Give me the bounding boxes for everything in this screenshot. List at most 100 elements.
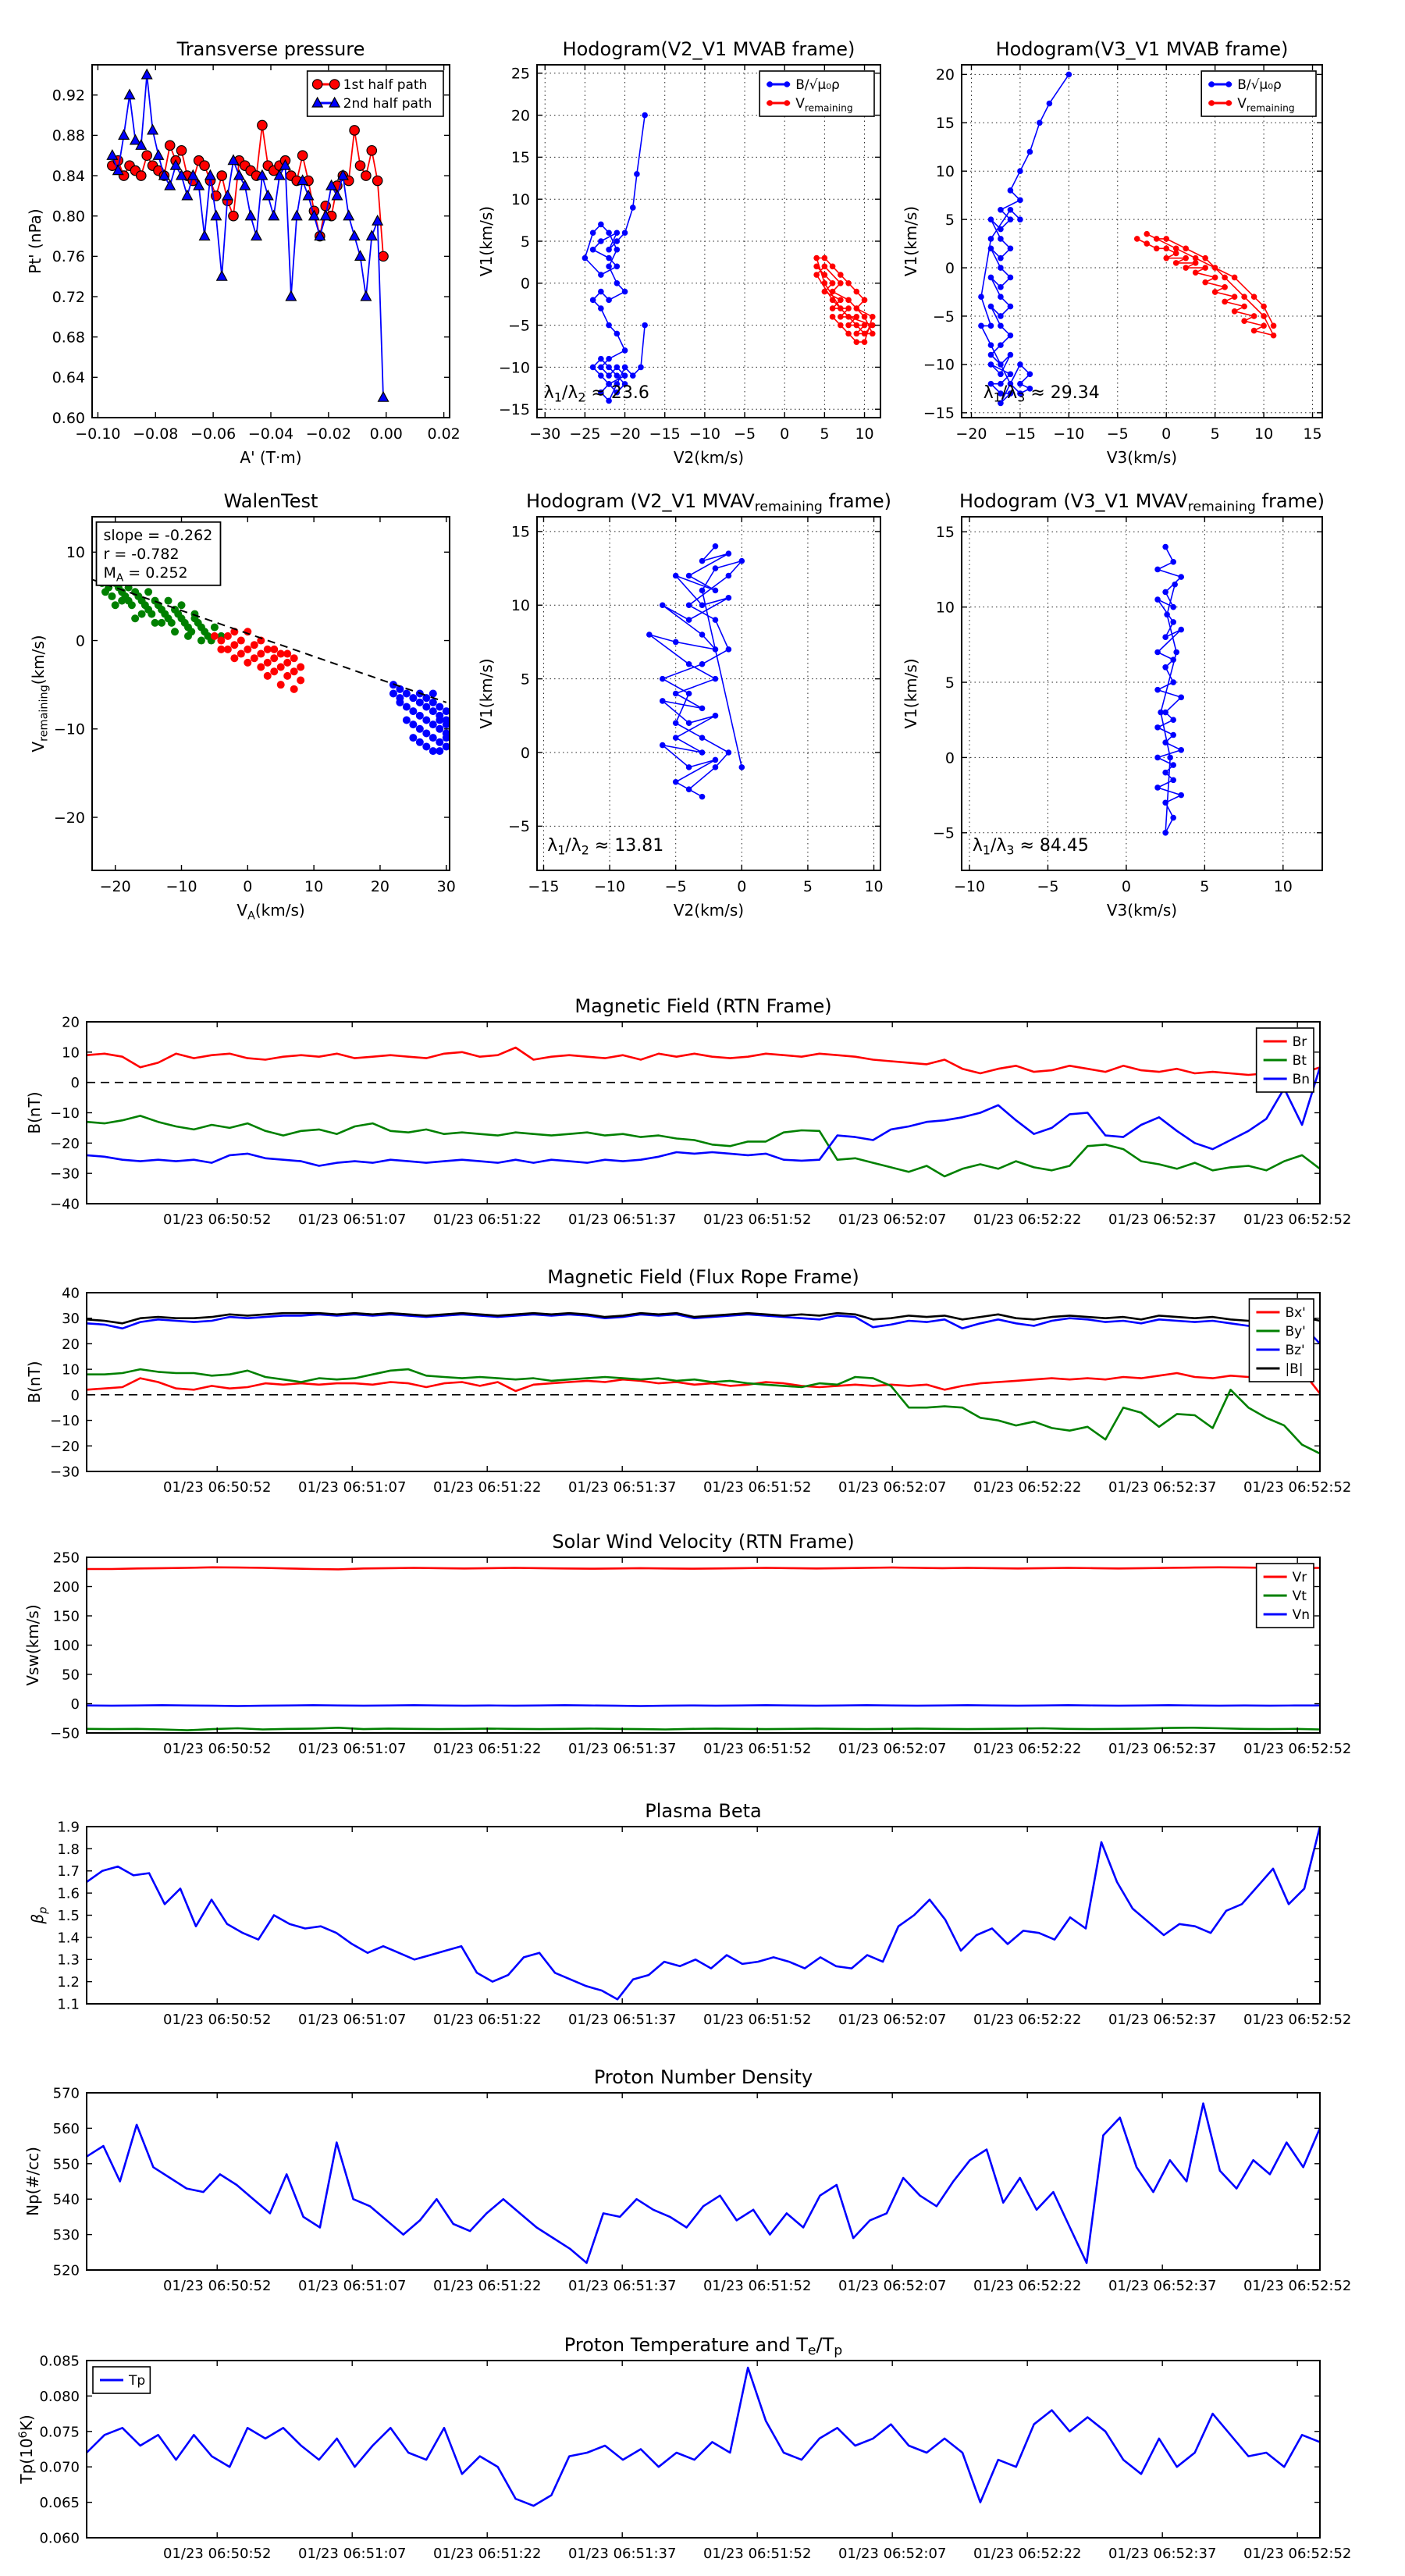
series-V-remaining [1133, 230, 1277, 339]
x-tick-label: 0.00 [370, 425, 403, 443]
data-point [270, 654, 279, 663]
x-tick-label: 30 [437, 878, 456, 895]
data-point [1250, 313, 1257, 319]
stats-line: MA = 0.252 [103, 564, 187, 585]
y-tick-label: 0.80 [52, 208, 85, 226]
data-point [614, 381, 621, 387]
x-tick-label: 01/23 06:51:22 [433, 1479, 541, 1496]
data-point [606, 381, 612, 387]
x-tick-label: 01/23 06:51:52 [703, 1741, 811, 1757]
data-point [283, 649, 292, 658]
plot-title: Magnetic Field (RTN Frame) [574, 995, 831, 1017]
data-point [270, 645, 279, 653]
x-tick-label: 01/23 06:50:52 [163, 2278, 271, 2294]
y-tick-label: 100 [53, 1638, 80, 1654]
data-point [354, 160, 366, 171]
data-point [215, 269, 228, 281]
y-tick-label: 10 [62, 1362, 80, 1379]
data-point [821, 254, 828, 262]
x-tick-label: 0.02 [427, 425, 460, 443]
data-point [164, 140, 176, 151]
data-point [1222, 284, 1228, 290]
data-point [228, 210, 239, 222]
data-point [365, 229, 378, 241]
data-point [1261, 322, 1267, 329]
ticks [87, 2092, 1320, 2271]
data-point [712, 764, 719, 770]
data-point [634, 171, 640, 177]
data-point [659, 698, 666, 704]
x-tick-label: −20 [610, 425, 641, 443]
data-point [111, 601, 119, 610]
data-point [1026, 148, 1033, 155]
y-tick-label: 10 [936, 599, 955, 616]
grid [537, 65, 880, 418]
series-line [87, 1566, 1321, 1571]
data-point [1231, 308, 1238, 315]
x-tick-label: −15 [649, 425, 681, 443]
data-point [821, 272, 828, 278]
y-tick-label: 10 [936, 163, 955, 180]
plot-plasma-beta: 01/23 06:50:52 01/23 06:51:07 01/23 06:51:… [28, 1800, 1351, 2028]
data-point [1178, 746, 1185, 753]
data-point [135, 170, 147, 181]
data-point [838, 280, 844, 286]
y-tick-label: 0.84 [52, 168, 85, 185]
data-point [725, 646, 732, 653]
data-point [1270, 332, 1277, 339]
data-point [331, 189, 343, 201]
data-point [1172, 260, 1179, 266]
x-tick-label: 10 [1254, 425, 1273, 443]
data-point [436, 716, 444, 724]
axes-frame [86, 1826, 1321, 2005]
y-tick-label: −5 [508, 317, 530, 334]
y-tick-label: 0.060 [39, 2530, 80, 2546]
data-point [1162, 543, 1168, 550]
data-point [336, 169, 349, 180]
series-Vr [87, 1566, 1321, 1571]
data-point [1017, 380, 1023, 387]
data-point [244, 209, 257, 221]
series-line [1136, 233, 1275, 336]
data-point [829, 288, 836, 295]
legend-label: |B| [1285, 1361, 1303, 1377]
axes-frame [536, 516, 881, 871]
data-point [642, 112, 648, 119]
y-axis-label: Np(#/cc) [23, 2147, 42, 2216]
data-point [998, 284, 1004, 290]
data-point [582, 254, 589, 262]
data-point [1208, 81, 1215, 87]
data-point [589, 364, 596, 371]
data-point [422, 742, 431, 751]
data-point [861, 314, 868, 320]
data-point [1211, 265, 1218, 271]
data-point [589, 246, 596, 253]
legend-label: Bn [1293, 1072, 1310, 1087]
x-axis-label: VA(km/s) [237, 901, 304, 923]
data-point [216, 170, 228, 181]
data-point [377, 390, 389, 402]
x-tick-label: 01/23 06:52:52 [1243, 2546, 1351, 2562]
plot-title: Proton Temperature and Te/Tp [564, 2334, 842, 2359]
y-tick-label: 20 [936, 66, 955, 84]
data-point [257, 663, 265, 671]
data-point [1163, 236, 1170, 242]
data-point [621, 229, 628, 237]
x-tick-label: −15 [528, 878, 559, 895]
data-point [1007, 206, 1014, 213]
y-tick-label: −10 [923, 357, 955, 374]
series-V-remaining [813, 254, 876, 345]
data-point [1192, 260, 1199, 266]
data-point [853, 305, 860, 311]
data-point [197, 636, 205, 645]
series-line [112, 124, 384, 257]
data-point [1178, 574, 1185, 580]
data-point [998, 265, 1004, 271]
series-By-prime [87, 1368, 1321, 1455]
data-point [829, 280, 836, 286]
data-point [442, 742, 450, 751]
data-point [998, 206, 1004, 213]
data-point [409, 707, 418, 716]
data-point [589, 229, 596, 237]
series-Bn [86, 1066, 1321, 1167]
